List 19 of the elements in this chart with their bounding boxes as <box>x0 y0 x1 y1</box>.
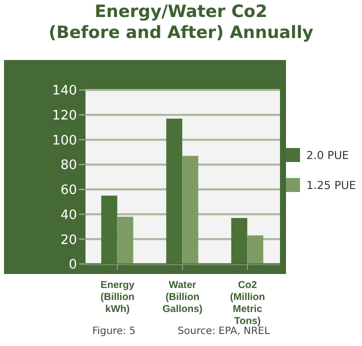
chart-title: Energy/Water Co2 (Before and After) Annually <box>48 2 314 44</box>
text: Figure: 5 <box>92 326 136 337</box>
legend-label: 2.0 PUE <box>306 148 349 162</box>
y-tick-label: 120 <box>52 108 77 124</box>
bar <box>117 216 134 264</box>
bar <box>182 156 198 264</box>
x-tick-label: Water (Billion Gallons) <box>162 280 203 315</box>
bar <box>247 235 264 264</box>
y-tick-label: 40 <box>60 208 77 223</box>
y-tick-label: 20 <box>60 232 77 248</box>
y-tick-label: 0 <box>68 258 77 273</box>
x-tick-label: Energy (Billion kWh) <box>100 280 135 315</box>
source-note: Source: EPA, NREL <box>178 326 270 337</box>
y-tick-label: 60 <box>60 183 77 198</box>
y-tick-label: 100 <box>52 133 77 148</box>
legend-label: 1.25 PUE <box>306 178 356 192</box>
y-tick-label: 140 <box>52 84 77 99</box>
y-tick-label: 80 <box>60 158 77 174</box>
x-tick-label: Co2 (Million Metric Tons) <box>230 280 265 327</box>
